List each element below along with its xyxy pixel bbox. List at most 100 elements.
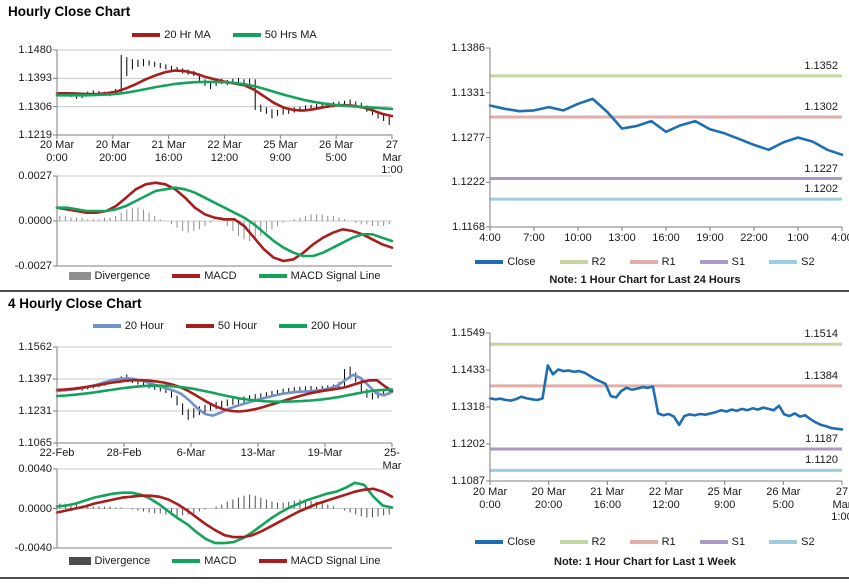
legend-item-macd: MACD <box>172 555 237 567</box>
y-tick-label: 1.1433 <box>451 364 485 376</box>
y-tick-label: 1.1386 <box>451 42 485 54</box>
legend-item-close: Close <box>475 256 536 268</box>
daily-chart-note: Note: 1 Hour Chart for Last 24 Hours <box>549 274 741 286</box>
y-tick-label: 0.0027 <box>18 170 52 182</box>
legend-label: Close <box>507 536 536 548</box>
y-tick-label: 0.0000 <box>18 502 52 515</box>
legend-item-macd-signal: MACD Signal Line <box>258 555 380 567</box>
x-tick-label: 26 Mar 5:00 <box>766 486 801 511</box>
x-tick-label: 13-Mar <box>240 447 276 459</box>
legend-item-r2: R2 <box>559 536 606 548</box>
legend-label: S2 <box>801 536 815 548</box>
daily-levels-legend: Close R2 R1 S1 S2 <box>445 256 845 268</box>
x-tick-label: 21 Mar 16:00 <box>590 486 625 511</box>
legend-item-macd: MACD <box>172 270 237 282</box>
legend-label: 50 Hrs MA <box>264 29 317 41</box>
x-tick-label: 1:00 <box>787 232 809 244</box>
x-tick-label: 25 Mar 9:00 <box>707 486 742 511</box>
level-label-r2: 1.1514 <box>804 328 838 341</box>
legend-label: 20 Hr MA <box>164 29 211 41</box>
y-tick-label: 1.1318 <box>451 401 485 413</box>
x-tick-label: 22 Mar 12:00 <box>207 139 242 164</box>
red-line-swatch <box>132 33 161 37</box>
y-tick-label: 1.1277 <box>451 131 485 144</box>
legend-label: MACD <box>204 270 237 282</box>
level-label-r2: 1.1352 <box>804 59 838 72</box>
legend-label: Divergence <box>94 555 151 567</box>
olive-line-swatch <box>559 540 588 544</box>
purple-line-swatch <box>699 260 728 264</box>
weekly-chart-note: Note: 1 Hour Chart for Last 1 Week <box>554 556 736 568</box>
y-tick-label: 1.1562 <box>18 341 52 353</box>
olive-line-swatch <box>559 260 588 264</box>
legend-label: R2 <box>591 256 606 268</box>
blue-line-swatch <box>92 324 121 328</box>
legend-item-r2: R2 <box>559 256 606 268</box>
y-tick-label: 1.1065 <box>18 437 52 449</box>
level-label-s1: 1.1227 <box>804 162 838 175</box>
legend-label: S2 <box>801 256 815 268</box>
x-tick-label: 4:00 <box>479 232 501 244</box>
legend-label: S1 <box>731 536 746 548</box>
x-tick-label: 22:00 <box>740 232 768 244</box>
x-tick-label: 21 Mar 16:00 <box>151 139 186 164</box>
green-line-swatch <box>279 324 307 328</box>
four-hourly-macd-legend: Divergence MACD MACD Signal Line <box>57 555 392 567</box>
y-tick-label: 1.1202 <box>451 438 485 450</box>
legend-item-divergence: Divergence <box>68 555 151 567</box>
blue-line-swatch <box>475 540 504 544</box>
green-line-swatch <box>258 274 287 278</box>
x-tick-label: 26 Mar 5:00 <box>319 139 354 164</box>
legend-item-200hour: 200 Hour <box>279 320 356 332</box>
hourly-ma-legend: 20 Hr MA 50 Hrs MA <box>57 29 392 41</box>
red-line-swatch <box>185 324 214 328</box>
y-tick-label: 1.1480 <box>18 44 52 56</box>
y-tick-label: 1.1168 <box>452 221 485 233</box>
y-tick-label: 0.0040 <box>18 463 52 475</box>
x-tick-label: 16:00 <box>652 232 680 244</box>
x-tick-label: 22 Mar 12:00 <box>648 486 684 511</box>
four-hourly-close-chart-canvas-y-axis: 1.1562 1.1397 1.1231 1.1065 <box>8 341 52 449</box>
hourly-close-chart-canvas <box>53 49 394 139</box>
four-hourly-ma-legend: 20 Hour 50 Hour 200 Hour <box>57 320 392 332</box>
x-tick-label: 10:00 <box>564 232 592 244</box>
legend-item-50hour: 50 Hour <box>185 320 257 332</box>
legend-item-20hr-ma: 20 Hr MA <box>132 29 211 41</box>
legend-item-50hr-ma: 50 Hrs MA <box>232 29 317 41</box>
four-hourly-section-title: 4 Hourly Close Chart <box>8 296 142 311</box>
legend-item-s2: S2 <box>769 256 815 268</box>
y-tick-label: 0.0000 <box>18 215 52 227</box>
y-tick-label: -0.0040 <box>14 542 52 554</box>
four-hourly-macd-canvas-y-axis: 0.0040 0.0000 -0.0040 <box>8 463 52 554</box>
x-tick-label: 13:00 <box>608 232 636 244</box>
y-tick-label: 1.1306 <box>18 100 52 113</box>
legend-label: R2 <box>591 536 606 548</box>
hourly-macd-legend: Divergence MACD MACD Signal Line <box>57 270 392 282</box>
y-tick-label: 1.1331 <box>451 86 485 99</box>
y-tick-label: 1.1397 <box>18 373 52 385</box>
gray-bar-swatch <box>68 557 91 565</box>
legend-item-r1: R1 <box>629 256 676 268</box>
legend-item-20hour: 20 Hour <box>92 320 164 332</box>
x-tick-label: 27 Mar 1:00 <box>831 486 849 524</box>
legend-item-divergence: Divergence <box>68 270 150 282</box>
legend-item-s1: S1 <box>699 256 745 268</box>
hourly-section-title: Hourly Close Chart <box>8 4 131 19</box>
pink-line-swatch <box>629 260 658 264</box>
x-tick-label: 28-Feb <box>106 447 142 459</box>
legend-label: MACD <box>204 555 237 567</box>
y-tick-label: -0.0027 <box>14 260 52 272</box>
section-divider <box>0 290 849 292</box>
x-tick-label: 20 Mar 0:00 <box>472 486 508 511</box>
y-tick-label: 1.1549 <box>451 327 485 339</box>
level-label-s2: 1.1120 <box>805 454 838 467</box>
level-label-r1: 1.1302 <box>804 100 838 113</box>
x-tick-label: 7:00 <box>523 232 545 244</box>
blue-line-swatch <box>475 260 504 264</box>
lightblue-line-swatch <box>769 540 798 544</box>
x-tick-label: 20 Mar 0:00 <box>39 139 75 164</box>
x-tick-label: 4:00 <box>831 232 849 244</box>
y-tick-label: 1.1222 <box>451 176 485 189</box>
y-tick-label: 1.1231 <box>18 405 52 417</box>
